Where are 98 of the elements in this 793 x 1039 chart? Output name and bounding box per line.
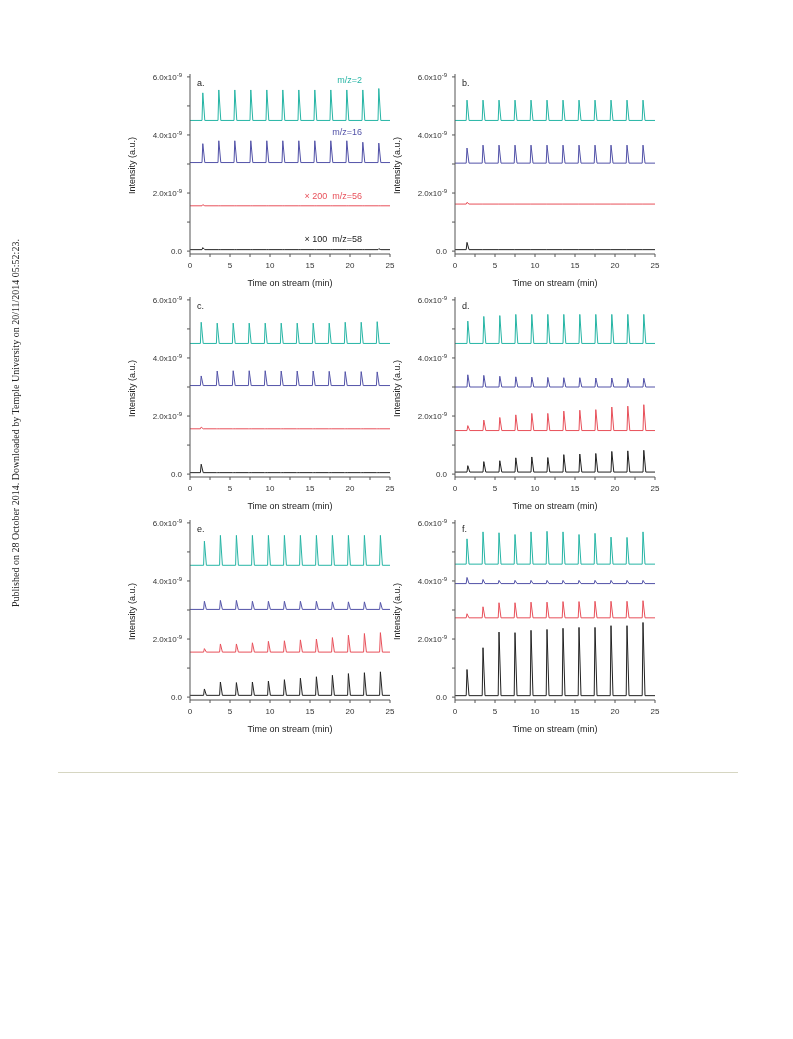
x-tick-label: 20 bbox=[610, 261, 620, 270]
y-tick-label: 4.0x10$^{-9}$ bbox=[417, 575, 448, 586]
y-tick-label: 4.0x10$^{-9}$ bbox=[152, 352, 183, 363]
y-tick-label: 6.0x10$^{-9}$ bbox=[417, 294, 448, 305]
x-tick-label: 25 bbox=[650, 261, 660, 270]
x-axis-title: Time on stream (min) bbox=[512, 278, 598, 288]
text: d. bbox=[462, 301, 470, 311]
line-series bbox=[190, 599, 390, 610]
text: a. bbox=[197, 78, 205, 88]
y-axis-title: Intensity (a.u.) bbox=[392, 359, 403, 417]
y-tick-label: 6.0x10$^{-9}$ bbox=[152, 517, 183, 528]
y-tick-label: 6.0x10$^{-9}$ bbox=[152, 294, 183, 305]
y-tick-label: 4.0x10$^{-9}$ bbox=[417, 129, 448, 140]
y-tick-label: 2.0x10$^{-9}$ bbox=[417, 411, 448, 422]
x-tick-label: 25 bbox=[385, 484, 395, 493]
x-tick-label: 15 bbox=[305, 261, 315, 270]
x-tick-label: 20 bbox=[345, 261, 355, 270]
text: b. bbox=[462, 78, 470, 88]
text: Published on 28 October 2014. Downloaded by Temple University on 20/11/2014 05:52:23. bbox=[10, 238, 21, 609]
line-series bbox=[190, 140, 390, 164]
y-tick-label: 4.0x10$^{-9}$ bbox=[152, 129, 183, 140]
line-series bbox=[455, 621, 655, 697]
line-series bbox=[455, 374, 655, 388]
x-tick-label: 20 bbox=[345, 484, 355, 493]
x-tick-label: 0 bbox=[187, 707, 193, 716]
x-axis-title: Time on stream (min) bbox=[512, 724, 598, 734]
x-tick-label: 10 bbox=[265, 484, 275, 493]
y-tick-label: 0.0 bbox=[170, 693, 183, 703]
x-tick-label: 10 bbox=[530, 261, 540, 270]
line-series bbox=[190, 632, 390, 653]
y-tick-label: 0.0 bbox=[435, 693, 448, 703]
text: e. bbox=[197, 524, 205, 534]
x-tick-label: 0 bbox=[452, 261, 458, 270]
x-tick-label: 5 bbox=[227, 484, 233, 493]
x-tick-label: 15 bbox=[570, 707, 580, 716]
x-tick-label: 0 bbox=[187, 484, 193, 493]
x-tick-label: 5 bbox=[492, 261, 498, 270]
x-tick-label: 5 bbox=[227, 261, 233, 270]
x-tick-label: 0 bbox=[187, 261, 193, 270]
series-label: m/z=2 bbox=[337, 74, 362, 85]
y-tick-label: 2.0x10$^{-9}$ bbox=[417, 634, 448, 645]
y-tick-label: 2.0x10$^{-9}$ bbox=[152, 634, 183, 645]
x-tick-label: 10 bbox=[265, 707, 275, 716]
line-series bbox=[455, 530, 655, 565]
series-label: × 100 m/z=58 bbox=[304, 233, 362, 244]
x-tick-label: 25 bbox=[385, 261, 395, 270]
line-series bbox=[190, 88, 390, 121]
y-tick-label: 4.0x10$^{-9}$ bbox=[417, 352, 448, 363]
text: f. bbox=[462, 524, 468, 534]
line-series bbox=[455, 576, 655, 585]
x-tick-label: 10 bbox=[530, 484, 540, 493]
y-tick-label: 6.0x10$^{-9}$ bbox=[417, 71, 448, 82]
x-tick-label: 20 bbox=[610, 484, 620, 493]
y-tick-label: 2.0x10$^{-9}$ bbox=[152, 411, 183, 422]
x-tick-label: 15 bbox=[305, 484, 315, 493]
y-tick-label: 4.0x10$^{-9}$ bbox=[152, 575, 183, 586]
y-tick-label: 6.0x10$^{-9}$ bbox=[417, 517, 448, 528]
line-series bbox=[455, 600, 655, 619]
line-series bbox=[190, 370, 390, 387]
y-tick-label: 0.0 bbox=[170, 247, 183, 257]
x-tick-label: 10 bbox=[530, 707, 540, 716]
y-tick-label: 0.0 bbox=[435, 470, 448, 480]
x-tick-label: 15 bbox=[570, 484, 580, 493]
x-tick-label: 15 bbox=[305, 707, 315, 716]
y-axis-title: Intensity (a.u.) bbox=[127, 582, 138, 640]
x-axis-title: Time on stream (min) bbox=[247, 501, 333, 511]
line-series bbox=[190, 671, 390, 696]
x-tick-label: 5 bbox=[227, 707, 233, 716]
x-axis-title: Time on stream (min) bbox=[247, 278, 333, 288]
series-label: m/z=16 bbox=[332, 126, 362, 137]
line-series bbox=[190, 321, 390, 344]
x-tick-label: 10 bbox=[265, 261, 275, 270]
y-tick-label: 0.0 bbox=[170, 470, 183, 480]
series-label: × 200 m/z=56 bbox=[304, 190, 362, 201]
y-tick-label: 6.0x10$^{-9}$ bbox=[152, 71, 183, 82]
x-axis-title: Time on stream (min) bbox=[512, 501, 598, 511]
y-axis-title: Intensity (a.u.) bbox=[127, 136, 138, 194]
x-tick-label: 25 bbox=[650, 707, 660, 716]
y-tick-label: 2.0x10$^{-9}$ bbox=[417, 188, 448, 199]
x-tick-label: 5 bbox=[492, 484, 498, 493]
line-series bbox=[455, 449, 655, 473]
x-tick-label: 5 bbox=[492, 707, 498, 716]
x-tick-label: 20 bbox=[345, 707, 355, 716]
line-series bbox=[455, 313, 655, 344]
y-axis-title: Intensity (a.u.) bbox=[127, 359, 138, 417]
x-tick-label: 0 bbox=[452, 707, 458, 716]
x-tick-label: 15 bbox=[570, 261, 580, 270]
x-tick-label: 25 bbox=[385, 707, 395, 716]
line-series bbox=[455, 404, 655, 432]
text: c. bbox=[197, 301, 205, 311]
x-tick-label: 20 bbox=[610, 707, 620, 716]
x-tick-label: 0 bbox=[452, 484, 458, 493]
y-tick-label: 2.0x10$^{-9}$ bbox=[152, 188, 183, 199]
x-tick-label: 25 bbox=[650, 484, 660, 493]
x-axis-title: Time on stream (min) bbox=[247, 724, 333, 734]
y-axis-title: Intensity (a.u.) bbox=[392, 136, 403, 194]
y-axis-title: Intensity (a.u.) bbox=[392, 582, 403, 640]
y-tick-label: 0.0 bbox=[435, 247, 448, 257]
